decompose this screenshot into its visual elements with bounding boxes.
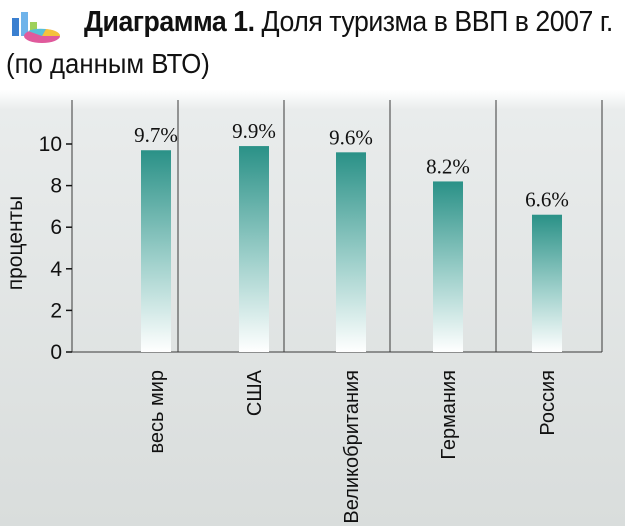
bars xyxy=(141,146,562,352)
y-axis-label: проценты xyxy=(4,196,27,291)
chart-subtitle: (по данным ВТО) xyxy=(6,48,210,79)
value-label: 9.6% xyxy=(329,125,373,149)
y-tick-label: 10 xyxy=(39,133,62,156)
category-labels: весь мир США Великобритания Германия Россия xyxy=(146,369,559,523)
y-tick-label: 4 xyxy=(50,258,62,281)
bar xyxy=(433,181,463,352)
value-label: 6.6% xyxy=(525,188,569,212)
y-axis: 0 2 4 6 8 10 xyxy=(39,133,602,364)
value-label: 9.7% xyxy=(134,123,178,147)
bar xyxy=(336,152,366,352)
chart-title-bold: Диаграмма 1. xyxy=(84,6,255,38)
category-label: США xyxy=(244,369,266,416)
y-tick-label: 8 xyxy=(50,175,62,198)
y-tick-label: 2 xyxy=(50,299,62,322)
bar xyxy=(141,150,171,352)
value-labels: 9.7% 9.9% 9.6% 8.2% 6.6% xyxy=(134,119,569,212)
category-label: Великобритания xyxy=(341,370,363,524)
bar xyxy=(239,146,269,352)
grid-lines xyxy=(71,100,603,352)
category-label: Россия xyxy=(537,370,559,436)
chart-title-rest: Доля туризма в ВВП в 2007 г. xyxy=(254,6,614,38)
chart-title: Диаграмма 1. Доля туризма в ВВП в 2007 г… xyxy=(84,6,613,39)
category-label: весь мир xyxy=(146,370,168,454)
bar xyxy=(532,214,562,352)
chart-header: Диаграмма 1. Доля туризма в ВВП в 2007 г… xyxy=(0,0,625,92)
y-tick-label: 0 xyxy=(50,341,62,364)
value-label: 8.2% xyxy=(426,154,470,178)
y-tick-label: 6 xyxy=(50,216,62,239)
value-label: 9.9% xyxy=(232,119,276,143)
category-label: Германия xyxy=(438,370,460,460)
chart-logo-icon xyxy=(12,12,61,43)
